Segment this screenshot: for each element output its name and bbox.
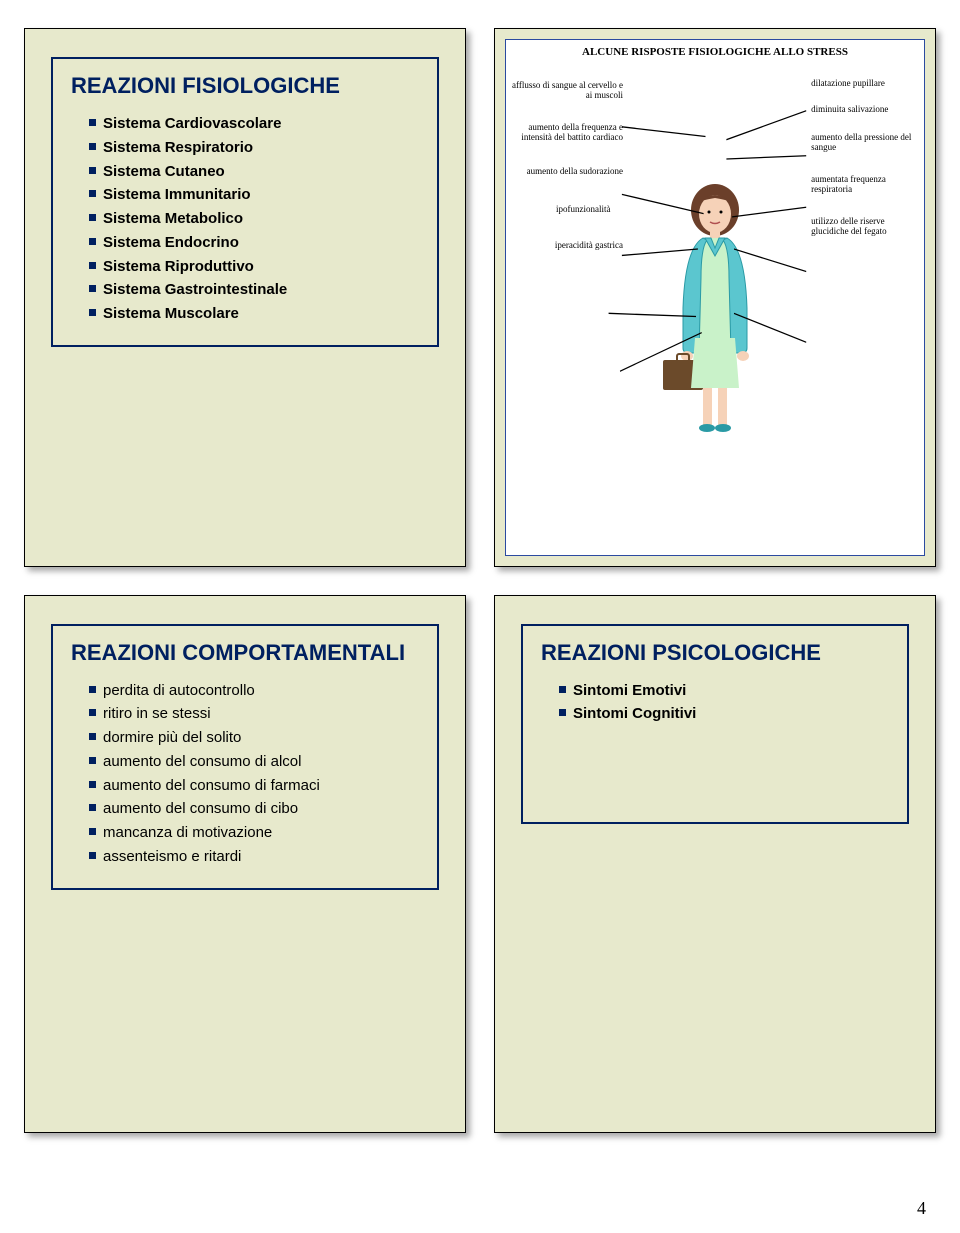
list-item: Sistema Muscolare	[89, 303, 419, 325]
list-item: Sistema Endocrino	[89, 232, 419, 254]
slide-inner: REAZIONI COMPORTAMENTALI perdita di auto…	[51, 624, 439, 890]
diagram-label-left: ipofunzionalità	[556, 204, 610, 214]
list-item: Sintomi Cognitivi	[559, 703, 889, 725]
slide-psicologiche: REAZIONI PSICOLOGICHE Sintomi Emotivi Si…	[494, 595, 936, 1134]
list-item: aumento del consumo di cibo	[89, 798, 419, 820]
diagram-label-right: utilizzo delle riserve glucidiche del fe…	[811, 216, 924, 237]
slide-title: REAZIONI PSICOLOGICHE	[541, 640, 889, 666]
slide-title: REAZIONI COMPORTAMENTALI	[71, 640, 419, 666]
list-item: Sistema Metabolico	[89, 208, 419, 230]
slide-diagram: ALCUNE RISPOSTE FISIOLOGICHE ALLO STRESS	[494, 28, 936, 567]
diagram-label-left: aumento della frequenza e intensità del …	[506, 122, 623, 143]
list-item: Sistema Riproduttivo	[89, 256, 419, 278]
leader-lines	[506, 40, 924, 555]
diagram-label-left: afflusso di sangue al cervello e ai musc…	[506, 80, 623, 101]
diagram-label-left: iperacidità gastrica	[555, 240, 623, 250]
diagram-label-right: dilatazione pupillare	[811, 78, 885, 88]
page-number: 4	[917, 1198, 926, 1219]
slide-title: REAZIONI FISIOLOGICHE	[71, 73, 419, 99]
list-item: aumento del consumo di farmaci	[89, 775, 419, 797]
list-item: aumento del consumo di alcol	[89, 751, 419, 773]
slide-inner: REAZIONI FISIOLOGICHE Sistema Cardiovasc…	[51, 57, 439, 347]
diagram-label-right: aumentata frequenza respiratoria	[811, 174, 924, 195]
diagram-label-right: aumento della pressione del sangue	[811, 132, 924, 153]
diagram-label-right: diminuita salivazione	[811, 104, 888, 114]
list-item: dormire più del solito	[89, 727, 419, 749]
slide-fisiologiche: REAZIONI FISIOLOGICHE Sistema Cardiovasc…	[24, 28, 466, 567]
list-item: perdita di autocontrollo	[89, 680, 419, 702]
bullet-list-comportamentali: perdita di autocontrollo ritiro in se st…	[71, 680, 419, 868]
slide-comportamentali: REAZIONI COMPORTAMENTALI perdita di auto…	[24, 595, 466, 1134]
list-item: Sistema Immunitario	[89, 184, 419, 206]
list-item: ritiro in se stessi	[89, 703, 419, 725]
bullet-list-fisiologiche: Sistema Cardiovascolare Sistema Respirat…	[71, 113, 419, 325]
diagram-frame: ALCUNE RISPOSTE FISIOLOGICHE ALLO STRESS	[505, 39, 925, 556]
list-item: Sintomi Emotivi	[559, 680, 889, 702]
list-item: Sistema Cardiovascolare	[89, 113, 419, 135]
diagram-label-left: aumento della sudorazione	[527, 166, 623, 176]
slide-grid: REAZIONI FISIOLOGICHE Sistema Cardiovasc…	[0, 0, 960, 1193]
bullet-list-psicologiche: Sintomi Emotivi Sintomi Cognitivi	[541, 680, 889, 726]
slide-inner: REAZIONI PSICOLOGICHE Sintomi Emotivi Si…	[521, 624, 909, 824]
list-item: Sistema Cutaneo	[89, 161, 419, 183]
list-item: Sistema Respiratorio	[89, 137, 419, 159]
list-item: mancanza di motivazione	[89, 822, 419, 844]
list-item: Sistema Gastrointestinale	[89, 279, 419, 301]
list-item: assenteismo e ritardi	[89, 846, 419, 868]
